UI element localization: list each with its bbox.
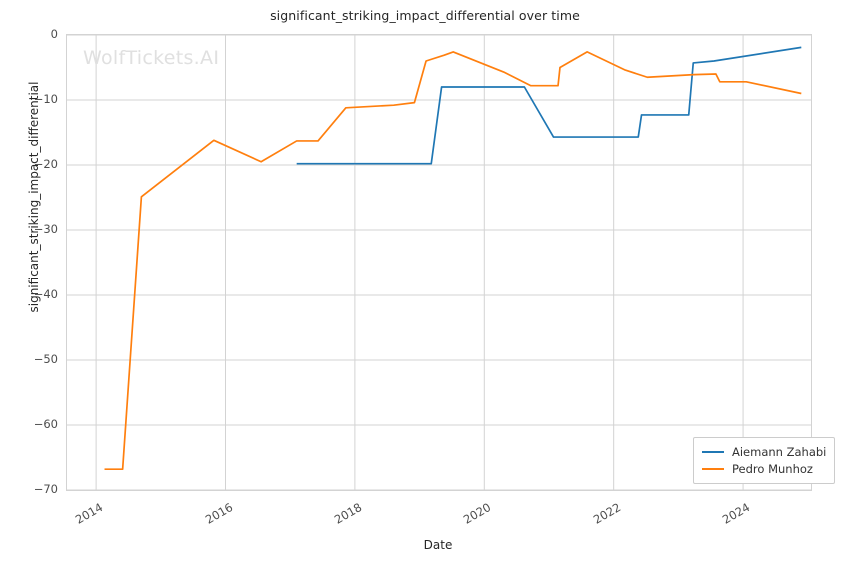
x-tick-label: 2014 — [73, 500, 106, 527]
series-line — [296, 46, 802, 165]
chart-legend[interactable]: Aiemann Zahabi Pedro Munhoz — [693, 437, 836, 484]
x-axis-tick-labels: 2014 2016 2018 2020 2022 2024 — [66, 494, 810, 540]
plot-area: WolfTickets.AI — [66, 34, 812, 491]
y-tick-label: −60 — [33, 417, 58, 431]
legend-color-swatch — [702, 467, 724, 470]
grid-lines — [67, 34, 811, 491]
legend-item[interactable]: Pedro Munhoz — [702, 460, 826, 477]
y-tick-label: −50 — [33, 352, 58, 366]
watermark: WolfTickets.AI — [83, 47, 220, 69]
series-line — [104, 51, 802, 471]
legend-item[interactable]: Aiemann Zahabi — [702, 443, 826, 460]
legend-label: Pedro Munhoz — [732, 461, 813, 476]
legend-color-swatch — [702, 450, 724, 453]
y-tick-label: −10 — [33, 92, 58, 106]
x-axis-label: Date — [423, 538, 453, 552]
x-tick-label: 2024 — [719, 500, 753, 527]
data-lines — [104, 46, 802, 471]
chart-title: significant_striking_impact_differential… — [270, 8, 580, 23]
y-axis-tick-labels: 0 −10 −20 −30 −40 −50 −60 −70 — [0, 27, 58, 496]
x-tick-label: 2016 — [202, 500, 235, 527]
y-tick-label: −30 — [33, 222, 58, 236]
y-tick-label: −40 — [33, 287, 58, 301]
x-tick-label: 2018 — [331, 500, 365, 527]
y-tick-label: −70 — [33, 482, 58, 496]
y-tick-label: −20 — [33, 157, 58, 171]
legend-label: Aiemann Zahabi — [732, 444, 827, 459]
x-tick-label: 2020 — [461, 500, 494, 527]
x-tick-label: 2022 — [590, 500, 623, 527]
y-tick-label: 0 — [50, 27, 58, 41]
